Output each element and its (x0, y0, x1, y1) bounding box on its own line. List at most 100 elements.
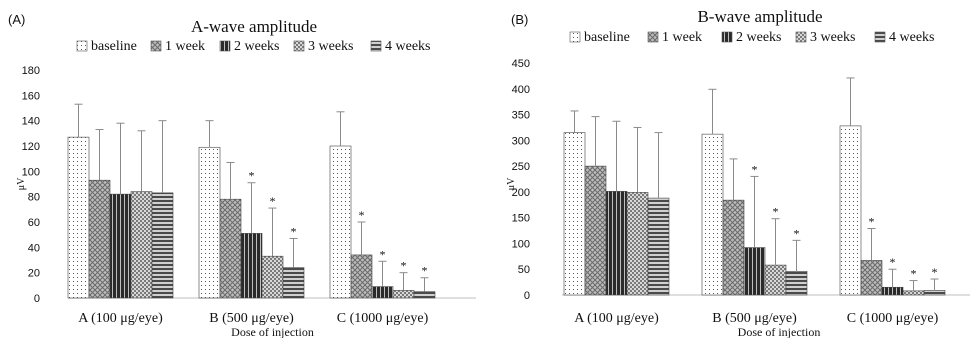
y-tick-label: 100 (512, 238, 530, 250)
significance-marker: * (890, 255, 896, 269)
legend-swatch-2 (219, 40, 231, 52)
x-category-label: A (100 μg/eye) (78, 311, 163, 326)
panel-label: (A) (8, 12, 25, 27)
legend-swatch-3 (795, 31, 807, 43)
legend-label-2: 2 weeks (736, 30, 782, 45)
x-category-label: B (500 μg/eye) (209, 311, 294, 326)
significance-marker: * (270, 194, 276, 208)
y-tick-label: 120 (22, 141, 40, 153)
y-tick-label: 50 (518, 264, 530, 276)
significance-marker: * (773, 205, 779, 219)
bar-1-2 (350, 254, 373, 299)
legend-swatch-1 (150, 40, 162, 52)
bar-4-2 (923, 290, 946, 296)
x-category-label: C (1000 μg/eye) (337, 311, 429, 326)
y-axis-label: μV (506, 177, 517, 190)
y-axis-label: μV (16, 177, 27, 190)
x-category-label: A (100 μg/eye) (574, 311, 659, 326)
panel-label: (B) (511, 12, 528, 27)
y-tick-label: 140 (22, 116, 40, 128)
bar-0-0 (67, 136, 90, 299)
y-tick-label: 200 (512, 187, 530, 199)
y-tick-label: 400 (512, 84, 530, 96)
x-category-label: B (500 μg/eye) (712, 311, 797, 326)
y-tick-label: 180 (22, 65, 40, 77)
bar-3-2 (902, 290, 925, 296)
legend-label-3: 3 weeks (308, 39, 354, 54)
bar-1-1 (722, 199, 745, 296)
bar-2-2 (371, 286, 394, 299)
significance-marker: * (291, 224, 297, 238)
bar-3-1 (261, 255, 284, 299)
bar-4-0 (151, 192, 174, 299)
significance-marker: * (752, 162, 758, 176)
bar-0-1 (198, 146, 221, 299)
bar-1-2 (860, 260, 883, 296)
bar-4-1 (785, 270, 808, 296)
significance-marker: * (932, 265, 938, 279)
y-tick-label: 0 (524, 290, 530, 302)
legend-swatch-0 (569, 31, 581, 43)
bar-1-0 (88, 179, 111, 299)
y-tick-label: 250 (512, 161, 530, 173)
y-tick-label: 300 (512, 135, 530, 147)
bar-4-2 (413, 291, 436, 299)
legend-label-4: 4 weeks (385, 39, 431, 54)
bar-3-0 (130, 191, 153, 299)
legend-label-0: baseline (584, 30, 630, 45)
bar-3-0 (626, 192, 649, 296)
bar-4-0 (647, 197, 670, 296)
bar-0-0 (563, 132, 586, 296)
significance-marker: * (401, 259, 407, 273)
significance-marker: * (869, 214, 875, 228)
legend-label-1: 1 week (165, 39, 205, 54)
bar-2-0 (605, 191, 628, 296)
bar-0-2 (839, 125, 862, 296)
y-tick-label: 80 (28, 192, 40, 204)
x-category-label: C (1000 μg/eye) (847, 311, 939, 326)
y-tick-label: 0 (34, 293, 40, 305)
y-tick-label: 160 (22, 90, 40, 102)
chart-title: B-wave amplitude (697, 7, 822, 26)
bar-2-2 (881, 286, 904, 296)
bar-2-0 (109, 193, 132, 299)
legend-label-3: 3 weeks (810, 30, 856, 45)
y-tick-label: 450 (512, 58, 530, 70)
a-wave-panel: (A) A-wave amplitude baseline 1 week 2 weeks… (8, 12, 476, 338)
significance-marker: * (422, 264, 428, 278)
bar-4-1 (282, 267, 305, 299)
significance-marker: * (794, 226, 800, 240)
chart-title: A-wave amplitude (191, 17, 317, 36)
legend-swatch-2 (721, 31, 733, 43)
legend-swatch-0 (76, 40, 88, 52)
bar-1-1 (219, 198, 242, 299)
bar-3-2 (392, 290, 415, 299)
y-tick-label: 20 (28, 268, 40, 280)
bar-2-1 (743, 247, 766, 296)
bar-3-1 (764, 264, 787, 296)
x-axis-label: Dose of injection (231, 325, 314, 338)
significance-marker: * (911, 267, 917, 281)
legend-label-0: baseline (91, 39, 137, 54)
significance-marker: * (249, 169, 255, 183)
b-wave-panel: (B) B-wave amplitude baseline 1 week 2 weeks… (506, 7, 970, 338)
bar-2-1 (240, 233, 263, 299)
y-tick-label: 40 (28, 242, 40, 254)
significance-marker: * (380, 247, 386, 261)
bar-0-2 (329, 145, 352, 299)
legend-swatch-1 (647, 31, 659, 43)
legend-swatch-3 (293, 40, 305, 52)
y-tick-label: 350 (512, 110, 530, 122)
y-tick-label: 150 (512, 213, 530, 225)
y-tick-label: 60 (28, 217, 40, 229)
x-axis-label: Dose of injection (738, 325, 821, 338)
bar-0-1 (701, 133, 724, 296)
significance-marker: * (359, 208, 365, 222)
legend-label-2: 2 weeks (234, 39, 280, 54)
y-tick-label: 100 (22, 166, 40, 178)
legend-swatch-4 (370, 40, 382, 52)
legend-swatch-4 (874, 31, 886, 43)
legend-label-4: 4 weeks (889, 30, 935, 45)
legend-label-1: 1 week (662, 30, 702, 45)
